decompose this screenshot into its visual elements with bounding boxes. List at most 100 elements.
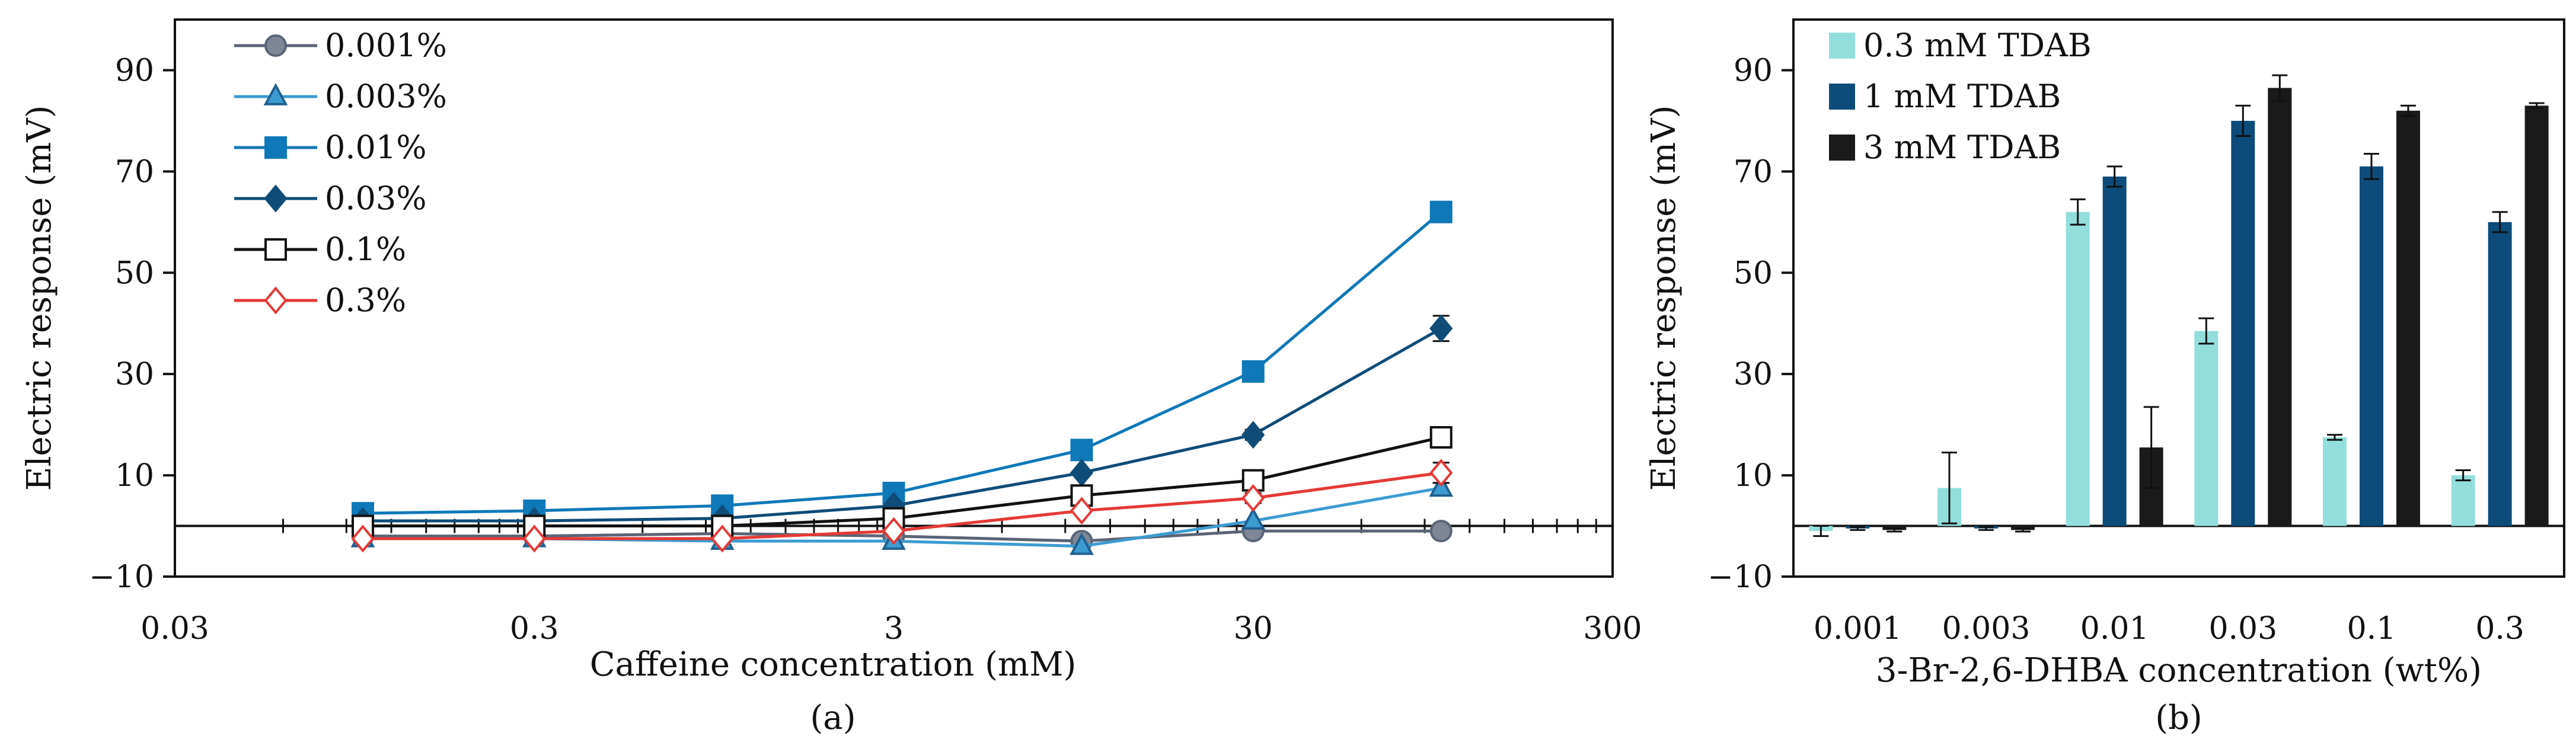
data-point-0-3 — [882, 517, 906, 545]
panel-a-y-tick-label: 30 — [115, 357, 154, 392]
data-point-0-1 — [1429, 426, 1453, 449]
legend-label: 0.003% — [325, 78, 447, 115]
legend-swatch — [1829, 135, 1855, 161]
panel-a-x-tick-label: 0.3 — [510, 611, 559, 647]
panel-a-x-tick-label: 0.03 — [141, 611, 209, 647]
legend-label: 0.03% — [325, 180, 427, 217]
data-point-0-3 — [1429, 459, 1453, 487]
panel-b-bars-group — [1809, 74, 2549, 537]
panel-a-series-group — [350, 200, 1454, 555]
panel-b-x-ticks: 0.001 0.003 0.01 0.03 0.1 0.3 — [1814, 611, 2524, 647]
bar-3-mm-tdab-0-03 — [2268, 88, 2292, 526]
legend-marker — [263, 83, 288, 105]
bar-1-mm-tdab-0-3 — [2488, 222, 2512, 526]
legend-label: 0.01% — [325, 129, 427, 166]
panel-a-x-tick-label: 300 — [1583, 611, 1642, 647]
panel-b-y-tick-label: 10 — [1734, 458, 1773, 494]
bar-3-mm-tdab-0-3 — [2524, 105, 2549, 526]
panel-b-x-axis-title: 3-Br-2,6-DHBA concentration (wt%) — [1876, 651, 2482, 690]
panel-a-legend: 0.001% 0.003% 0.01% 0.03% 0.1% 0.3% — [234, 27, 447, 319]
panel-b-y-tick-label: 90 — [1734, 53, 1773, 88]
panel-b-x-tick-label: 0.003 — [1942, 611, 2031, 647]
legend-entry-0-01: 0.01% — [234, 129, 427, 166]
legend-entry-0-3: 0.3% — [234, 281, 406, 319]
legend-marker — [264, 184, 288, 213]
data-point-0-01 — [1070, 439, 1093, 462]
legend-entry-0-003: 0.003% — [234, 78, 447, 115]
panel-a-y-tick-label: 90 — [115, 53, 154, 88]
panel-b-x-tick-label: 0.3 — [2475, 611, 2524, 647]
panel-b-plot-frame — [1792, 18, 2565, 578]
panel-b-y-tick-label: 30 — [1734, 357, 1773, 392]
panel-a-plot-frame — [174, 18, 1614, 578]
panel-a-y-tick-label: 10 — [115, 458, 154, 494]
panel-b-x-tick-label: 0.001 — [1814, 611, 1902, 647]
data-point-0-03 — [1429, 314, 1453, 343]
legend-marker — [264, 34, 287, 57]
data-point-0-3 — [710, 524, 734, 553]
legend-marker — [264, 238, 287, 261]
data-point-0-3 — [1241, 484, 1265, 513]
data-point-0-003 — [1241, 507, 1266, 530]
legend-entry-3-mm-tdab: 3 mM TDAB — [1829, 129, 2061, 166]
bar-1-mm-tdab-0-01 — [2102, 176, 2127, 526]
series-0-01 — [351, 200, 1453, 525]
panel-b-legend: 0.3 mM TDAB 1 mM TDAB 3 mM TDAB — [1829, 27, 2092, 166]
legend-entry-0-1: 0.1% — [234, 231, 406, 268]
panel-a-y-tick-label: −10 — [89, 559, 154, 595]
bar-3-mm-tdab-0-1 — [2396, 110, 2420, 526]
panel-a-x-tick-label: 30 — [1234, 611, 1273, 647]
panel-b-caption: (b) — [2155, 699, 2202, 737]
panel-b-y-ticks: −10 10 30 50 70 90 — [1707, 53, 1793, 595]
legend-entry-0-3-mm-tdab: 0.3 mM TDAB — [1829, 27, 2092, 64]
panel-b-bar-chart: −10 10 30 50 70 90 0.001 0.003 0.01 0.03 0.1 0.3 0… — [1645, 18, 2565, 737]
bar-1-mm-tdab-0-03 — [2231, 120, 2255, 526]
legend-entry-0-001: 0.001% — [234, 27, 447, 64]
data-point-0-03 — [1070, 459, 1094, 487]
legend-marker — [264, 286, 288, 315]
panel-a-y-tick-label: 70 — [115, 154, 154, 190]
panel-b-y-axis-title: Electric response (mV) — [1645, 105, 1683, 491]
legend-label: 0.3% — [325, 281, 406, 319]
legend-swatch — [1829, 84, 1855, 110]
bar-1-mm-tdab-0-1 — [2360, 166, 2383, 526]
bar-0-3-mm-tdab-0-03 — [2194, 331, 2219, 526]
panel-a-x-ticks: 0.03 0.3 3 30 300 — [141, 611, 1642, 647]
legend-label: 0.3 mM TDAB — [1863, 27, 2092, 64]
legend-swatch — [1829, 33, 1855, 59]
data-point-0-01 — [1241, 360, 1265, 383]
data-point-0-03 — [1241, 421, 1265, 449]
bar-0-3-mm-tdab-0-1 — [2323, 437, 2347, 526]
bar-0-3-mm-tdab-0-3 — [2451, 475, 2475, 526]
legend-entry-1-mm-tdab: 1 mM TDAB — [1829, 78, 2061, 115]
panel-a-line-chart: −10 10 30 50 70 90 0.03 0.3 3 30 300 0.001% 0.003%… — [20, 18, 1642, 737]
legend-label: 1 mM TDAB — [1863, 78, 2061, 115]
legend-label: 0.1% — [325, 231, 406, 268]
data-point-0-3 — [351, 524, 375, 553]
panel-a-y-axis-title: Electric response (mV) — [20, 105, 59, 491]
series-0-3 — [351, 459, 1453, 553]
panel-b-y-tick-label: 70 — [1734, 154, 1773, 190]
series-line-0-01 — [362, 210, 1442, 515]
legend-label: 3 mM TDAB — [1863, 129, 2061, 166]
panel-b-x-tick-label: 0.03 — [2208, 611, 2277, 647]
data-point-0-001 — [1429, 520, 1453, 543]
panel-a-caption: (a) — [810, 699, 856, 737]
legend-entry-0-03: 0.03% — [234, 180, 427, 217]
panel-b-x-tick-label: 0.01 — [2080, 611, 2149, 647]
data-point-0-3 — [522, 524, 546, 553]
data-point-0-003 — [1070, 532, 1094, 555]
panel-a-y-ticks: −10 10 30 50 70 90 — [89, 53, 175, 595]
panel-a-x-axis-title: Caffeine concentration (mM) — [590, 645, 1077, 684]
panel-a-y-tick-label: 50 — [115, 255, 154, 291]
data-point-0-01 — [1429, 200, 1453, 223]
legend-label: 0.001% — [325, 27, 447, 64]
panel-b-y-tick-label: −10 — [1707, 559, 1773, 595]
data-point-0-3 — [1070, 497, 1094, 525]
legend-marker — [264, 136, 287, 159]
panel-b-y-tick-label: 50 — [1734, 255, 1773, 291]
panel-b-x-tick-label: 0.1 — [2347, 611, 2396, 647]
panel-a-x-tick-label: 3 — [884, 611, 904, 647]
bar-0-3-mm-tdab-0-01 — [2066, 212, 2090, 526]
